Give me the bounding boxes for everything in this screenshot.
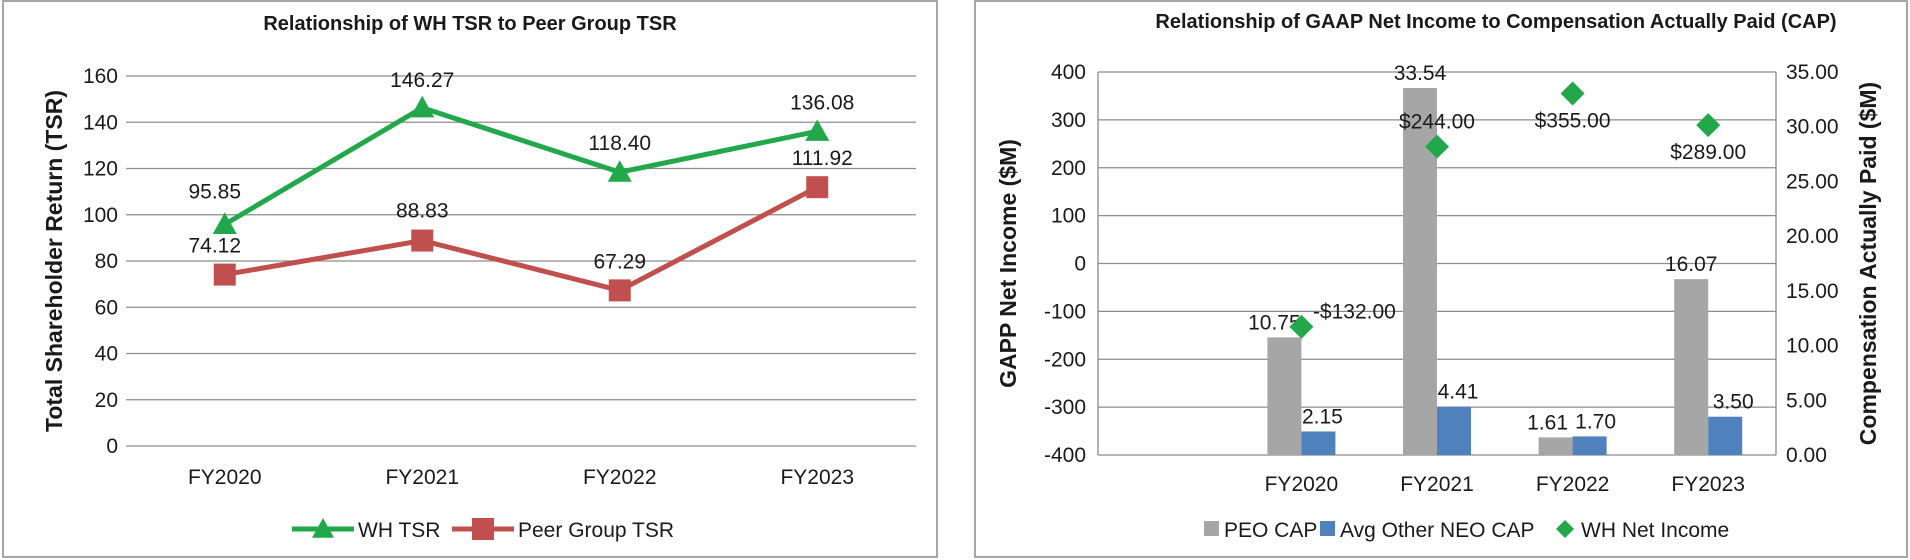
y-tick-label: 100 <box>1051 205 1086 228</box>
y-tick-label: -300 <box>1044 396 1086 419</box>
x-tick-label: FY2022 <box>583 466 657 489</box>
y2-tick-label: 20.00 <box>1786 225 1839 248</box>
data-label: -$132.00 <box>1313 301 1396 324</box>
legend-marker-diamond <box>1556 520 1574 538</box>
data-label: 4.41 <box>1438 381 1479 404</box>
legend-label: WH TSR <box>358 519 440 542</box>
data-label: 146.27 <box>390 69 454 92</box>
y2-tick-label: 5.00 <box>1786 389 1827 412</box>
tsr-chart-panel: Relationship of WH TSR to Peer Group TSR… <box>2 0 938 558</box>
bar-peo-cap <box>1674 279 1709 455</box>
data-label: $289.00 <box>1670 141 1746 164</box>
data-label: 95.85 <box>188 180 241 203</box>
y-tick-label: 400 <box>1051 61 1086 84</box>
data-point-square <box>411 229 434 252</box>
bar-avg-neo-cap <box>1301 431 1336 455</box>
y2-tick-label: 0.00 <box>1786 444 1827 467</box>
bar-avg-neo-cap <box>1572 436 1607 455</box>
y-tick-label: 200 <box>1051 157 1086 180</box>
y-tick-label: 0 <box>106 435 118 458</box>
y-tick-label: 0 <box>1074 253 1086 276</box>
data-label: $355.00 <box>1535 110 1611 133</box>
legend-label: WH Net Income <box>1581 519 1729 542</box>
x-tick-label: FY2021 <box>1400 473 1474 496</box>
data-label: 67.29 <box>593 250 646 273</box>
data-label: 74.12 <box>188 235 241 258</box>
legend-swatch <box>1320 521 1335 536</box>
bar-avg-neo-cap <box>1708 416 1743 455</box>
y-tick-label: -200 <box>1044 348 1086 371</box>
series-line <box>224 184 819 293</box>
x-tick-label: FY2020 <box>188 466 262 489</box>
data-label: 111.92 <box>792 147 853 170</box>
data-label: 1.70 <box>1575 410 1616 433</box>
data-label: 118.40 <box>588 132 651 155</box>
data-point-diamond <box>1289 314 1314 339</box>
y-tick-label: -100 <box>1044 300 1086 323</box>
data-label: 2.15 <box>1302 405 1343 428</box>
data-label: 16.07 <box>1665 253 1718 276</box>
y2-tick-label: 25.00 <box>1786 170 1839 193</box>
data-label: 33.54 <box>1394 62 1447 85</box>
legend-marker-square <box>472 518 494 540</box>
data-label: 88.83 <box>396 200 449 223</box>
y-axis-title: Total Shareholder Return (TSR) <box>41 90 67 432</box>
chart-title: Relationship of GAAP Net Income to Compe… <box>1155 11 1836 33</box>
bar-peo-cap <box>1267 337 1302 455</box>
legend-label: Peer Group TSR <box>518 519 674 542</box>
cap-chart-panel: Relationship of GAAP Net Income to Compe… <box>974 0 1908 558</box>
x-tick-label: FY2023 <box>780 466 854 489</box>
y-tick-label: 80 <box>95 250 118 273</box>
data-label: 10.75 <box>1248 311 1301 334</box>
legend-swatch <box>1204 521 1219 536</box>
data-point-triangle <box>607 160 632 182</box>
legend-label: PEO CAP <box>1224 519 1317 542</box>
data-point-triangle <box>410 95 435 118</box>
y2-tick-label: 35.00 <box>1786 61 1839 84</box>
data-point-square <box>608 279 631 302</box>
data-label: 136.08 <box>790 91 854 114</box>
chart-title: Relationship of WH TSR to Peer Group TSR <box>263 13 677 35</box>
data-point-diamond <box>1560 81 1585 106</box>
tsr-line-chart: Relationship of WH TSR to Peer Group TSR… <box>41 13 916 542</box>
x-tick-label: FY2023 <box>1671 473 1745 496</box>
data-point-triangle <box>212 212 237 234</box>
data-point-square <box>806 176 829 199</box>
y2-tick-label: 30.00 <box>1786 116 1839 139</box>
y2-tick-label: 15.00 <box>1786 280 1839 303</box>
y-tick-label: -400 <box>1044 444 1086 467</box>
y-tick-label: 60 <box>95 296 118 319</box>
bar-peo-cap <box>1538 437 1573 455</box>
y-tick-label: 160 <box>83 65 118 88</box>
data-label: 3.50 <box>1713 391 1754 414</box>
y-tick-label: 100 <box>83 204 118 227</box>
bar-avg-neo-cap <box>1437 406 1471 455</box>
net-income-cap-chart: Relationship of GAAP Net Income to Compe… <box>995 11 1881 542</box>
y-tick-label: 20 <box>95 389 118 412</box>
y-tick-label: 120 <box>83 158 118 181</box>
legend-marker-triangle <box>312 518 334 538</box>
data-label: 1.61 <box>1527 411 1568 434</box>
y2-tick-label: 10.00 <box>1786 335 1839 358</box>
series-line <box>223 105 818 227</box>
y-tick-label: 300 <box>1051 109 1086 132</box>
y2-axis-title: Compensation Actually Paid ($M) <box>1855 82 1881 445</box>
data-label: $244.00 <box>1399 111 1475 134</box>
y-tick-label: 140 <box>83 111 118 134</box>
data-point-square <box>213 263 236 286</box>
x-tick-label: FY2022 <box>1536 473 1610 496</box>
data-point-diamond <box>1696 113 1721 138</box>
y-axis-title: GAPP Net Income ($M) <box>995 139 1021 388</box>
x-tick-label: FY2020 <box>1265 473 1339 496</box>
data-point-triangle <box>805 119 830 141</box>
legend-label: Avg Other NEO CAP <box>1340 519 1535 542</box>
x-tick-label: FY2021 <box>385 466 459 489</box>
y-tick-label: 40 <box>95 343 118 366</box>
data-point-diamond <box>1425 134 1449 159</box>
